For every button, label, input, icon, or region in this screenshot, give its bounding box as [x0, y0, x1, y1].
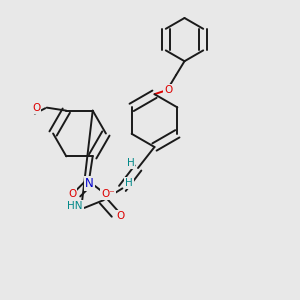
Text: H: H [125, 178, 133, 188]
Text: HN: HN [67, 201, 83, 212]
Text: O: O [32, 103, 40, 112]
Text: O: O [68, 189, 76, 199]
Text: O: O [116, 211, 124, 221]
Text: O⁻: O⁻ [101, 189, 115, 199]
Text: H: H [127, 158, 134, 168]
Text: N: N [85, 177, 94, 190]
Text: O: O [164, 85, 173, 95]
